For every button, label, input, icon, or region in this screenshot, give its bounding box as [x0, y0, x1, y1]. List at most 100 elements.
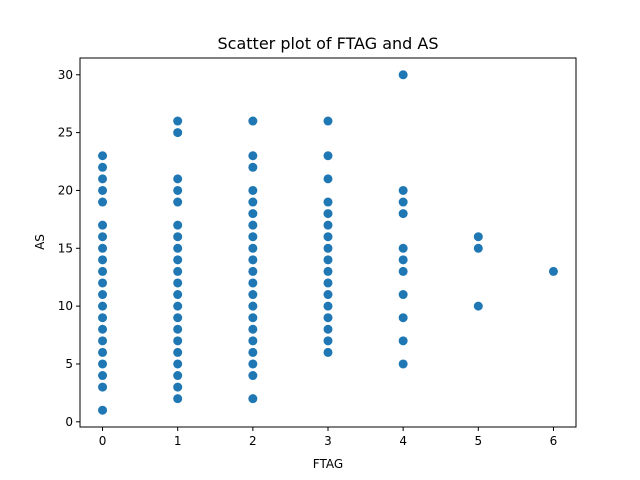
- scatter-point: [98, 220, 108, 230]
- scatter-point: [173, 243, 183, 253]
- scatter-point: [323, 336, 333, 346]
- scatter-point: [398, 313, 408, 323]
- scatter-point: [248, 301, 258, 311]
- scatter-point: [98, 301, 108, 311]
- scatter-point: [248, 162, 258, 172]
- scatter-point: [98, 290, 108, 300]
- scatter-point: [98, 371, 108, 381]
- scatter-point: [473, 301, 483, 311]
- scatter-point: [323, 278, 333, 288]
- scatter-point: [173, 174, 183, 184]
- x-tick-label: 6: [550, 434, 558, 448]
- scatter-point: [248, 371, 258, 381]
- scatter-point: [398, 70, 408, 80]
- scatter-point: [98, 243, 108, 253]
- scatter-point: [248, 197, 258, 207]
- y-tick-label: 20: [58, 183, 73, 197]
- x-tick-label: 1: [174, 434, 182, 448]
- scatter-point: [248, 336, 258, 346]
- scatter-point: [398, 209, 408, 219]
- scatter-point: [248, 116, 258, 126]
- scatter-point: [473, 232, 483, 242]
- scatter-point: [173, 266, 183, 276]
- scatter-point: [173, 232, 183, 242]
- scatter-point: [398, 243, 408, 253]
- scatter-point: [98, 255, 108, 265]
- scatter-point: [173, 290, 183, 300]
- x-tick-label: 3: [324, 434, 332, 448]
- scatter-point: [173, 347, 183, 357]
- scatter-point: [98, 347, 108, 357]
- scatter-point: [173, 278, 183, 288]
- scatter-point: [248, 255, 258, 265]
- scatter-point: [398, 336, 408, 346]
- scatter-point: [248, 209, 258, 219]
- scatter-point: [323, 209, 333, 219]
- scatter-point: [323, 324, 333, 334]
- scatter-point: [173, 185, 183, 195]
- y-axis-label: AS: [33, 234, 47, 250]
- x-axis-ticks: 0 1 2 3 4 5 6: [99, 427, 558, 448]
- scatter-point: [323, 116, 333, 126]
- scatter-point: [248, 151, 258, 161]
- scatter-point: [473, 243, 483, 253]
- scatter-point: [248, 324, 258, 334]
- scatter-point: [173, 255, 183, 265]
- scatter-point: [98, 162, 108, 172]
- y-tick-label: 0: [65, 415, 73, 429]
- scatter-point: [323, 290, 333, 300]
- scatter-point: [323, 313, 333, 323]
- scatter-point: [173, 359, 183, 369]
- x-tick-label: 0: [99, 434, 107, 448]
- scatter-point: [173, 394, 183, 404]
- scatter-point: [173, 382, 183, 392]
- scatter-point: [248, 359, 258, 369]
- scatter-point: [398, 185, 408, 195]
- scatter-point: [98, 151, 108, 161]
- scatter-point: [173, 336, 183, 346]
- y-tick-label: 5: [65, 357, 73, 371]
- scatter-point: [98, 197, 108, 207]
- scatter-point: [323, 220, 333, 230]
- scatter-point: [173, 128, 183, 138]
- y-tick-label: 30: [58, 68, 73, 82]
- scatter-point: [398, 266, 408, 276]
- scatter-point: [98, 324, 108, 334]
- scatter-point: [548, 266, 558, 276]
- scatter-point: [323, 197, 333, 207]
- scatter-point: [173, 116, 183, 126]
- scatter-point: [323, 151, 333, 161]
- scatter-point: [248, 232, 258, 242]
- scatter-point: [98, 313, 108, 323]
- x-tick-label: 2: [249, 434, 257, 448]
- scatter-point: [323, 174, 333, 184]
- scatter-point: [248, 313, 258, 323]
- scatter-point: [248, 220, 258, 230]
- scatter-point: [173, 301, 183, 311]
- scatter-point: [98, 232, 108, 242]
- scatter-point: [248, 185, 258, 195]
- scatter-point: [173, 371, 183, 381]
- x-tick-label: 4: [399, 434, 407, 448]
- x-axis-label: FTAG: [313, 457, 343, 471]
- scatter-point: [248, 266, 258, 276]
- scatter-point: [173, 324, 183, 334]
- scatter-point: [248, 347, 258, 357]
- scatter-point: [323, 255, 333, 265]
- scatter-point: [98, 266, 108, 276]
- scatter-point: [98, 185, 108, 195]
- y-tick-label: 25: [58, 126, 73, 140]
- x-tick-label: 5: [474, 434, 482, 448]
- scatter-point: [398, 290, 408, 300]
- scatter-point: [398, 255, 408, 265]
- scatter-point: [173, 220, 183, 230]
- scatter-point: [398, 359, 408, 369]
- plot-area-frame: [79, 57, 577, 428]
- scatter-point: [98, 336, 108, 346]
- scatter-point: [173, 313, 183, 323]
- chart-title: Scatter plot of FTAG and AS: [218, 34, 439, 53]
- scatter-point: [323, 232, 333, 242]
- scatter-point: [398, 197, 408, 207]
